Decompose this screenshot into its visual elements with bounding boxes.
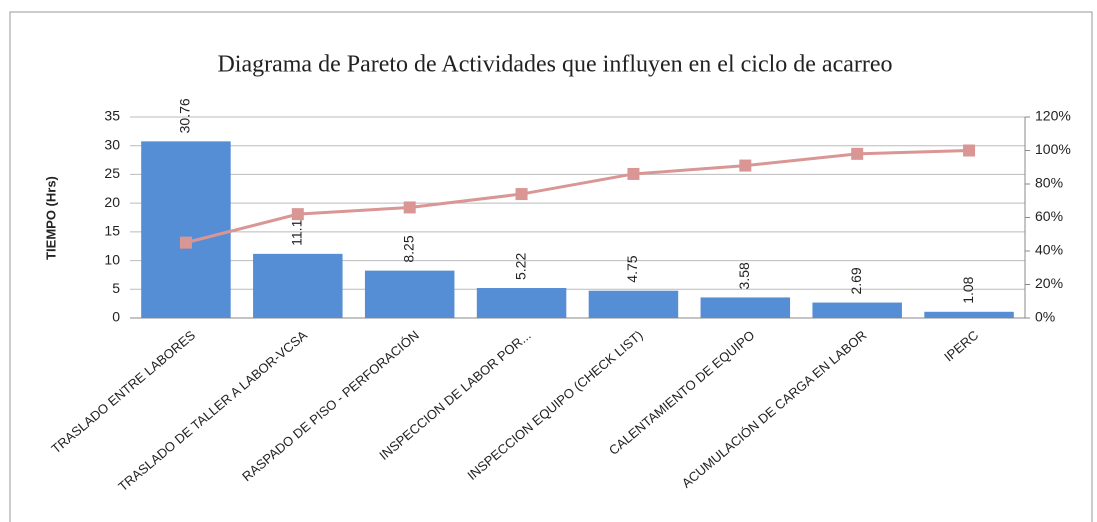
y2-tick-label: 100%	[1035, 141, 1071, 157]
marker	[851, 147, 864, 160]
y2-tick-label: 40%	[1035, 242, 1063, 258]
marker	[739, 159, 752, 172]
y-tick-label: 35	[104, 108, 120, 124]
y2-tick-label: 60%	[1035, 208, 1063, 224]
bar	[364, 270, 455, 318]
data-label: 2.69	[848, 267, 864, 294]
x-tick-label: ACUMULACIÓN DE CARGA EN LABOR	[679, 327, 870, 490]
bar	[812, 302, 902, 318]
y-tick-label: 10	[104, 251, 120, 267]
marker	[963, 144, 976, 157]
data-label: 4.75	[624, 255, 640, 282]
x-tick-label: IPERC	[941, 327, 981, 364]
bar	[700, 297, 791, 318]
x-tick-label: RASPADO DE PISO - PERFORACIÓN	[239, 327, 422, 484]
bar	[476, 288, 567, 318]
frame	[9, 11, 1093, 522]
data-label: 8.25	[400, 235, 416, 262]
bar	[588, 290, 679, 318]
y2-tick-label: 80%	[1035, 175, 1063, 191]
y2-tick-label: 20%	[1035, 275, 1063, 291]
y-tick-label: 25	[104, 165, 120, 181]
y-tick-label: 5	[112, 280, 120, 296]
marker	[515, 188, 528, 201]
marker	[291, 208, 304, 221]
data-label: 3.58	[736, 262, 752, 289]
y-tick-label: 0	[112, 309, 120, 325]
x-tick-label: TRASLADO DE TALLER A LABOR-VCSA	[115, 327, 310, 494]
bar	[141, 141, 231, 318]
marker	[627, 167, 640, 180]
y-tick-label: 15	[104, 223, 120, 239]
y-tick-label: 20	[104, 194, 120, 210]
line	[185, 149, 970, 245]
data-label: 11.17	[289, 212, 305, 246]
data-label: 30.76	[177, 98, 193, 133]
y-axis-label: TIEMPO (Hrs)	[43, 176, 58, 260]
data-label: 1.08	[960, 276, 976, 303]
chart-title: Diagrama de Pareto de Actividades que in…	[217, 52, 892, 78]
data-label: 5.22	[512, 253, 528, 280]
y2-tick-label: 0%	[1035, 309, 1055, 325]
marker	[179, 236, 192, 249]
x-tick-label: INSPECCION EQUIPO (CHECK LIST)	[464, 327, 645, 482]
bar	[924, 311, 1014, 318]
bar	[253, 253, 343, 318]
y-tick-label: 30	[104, 136, 120, 152]
marker	[403, 201, 416, 214]
y2-tick-label: 120%	[1035, 108, 1071, 124]
